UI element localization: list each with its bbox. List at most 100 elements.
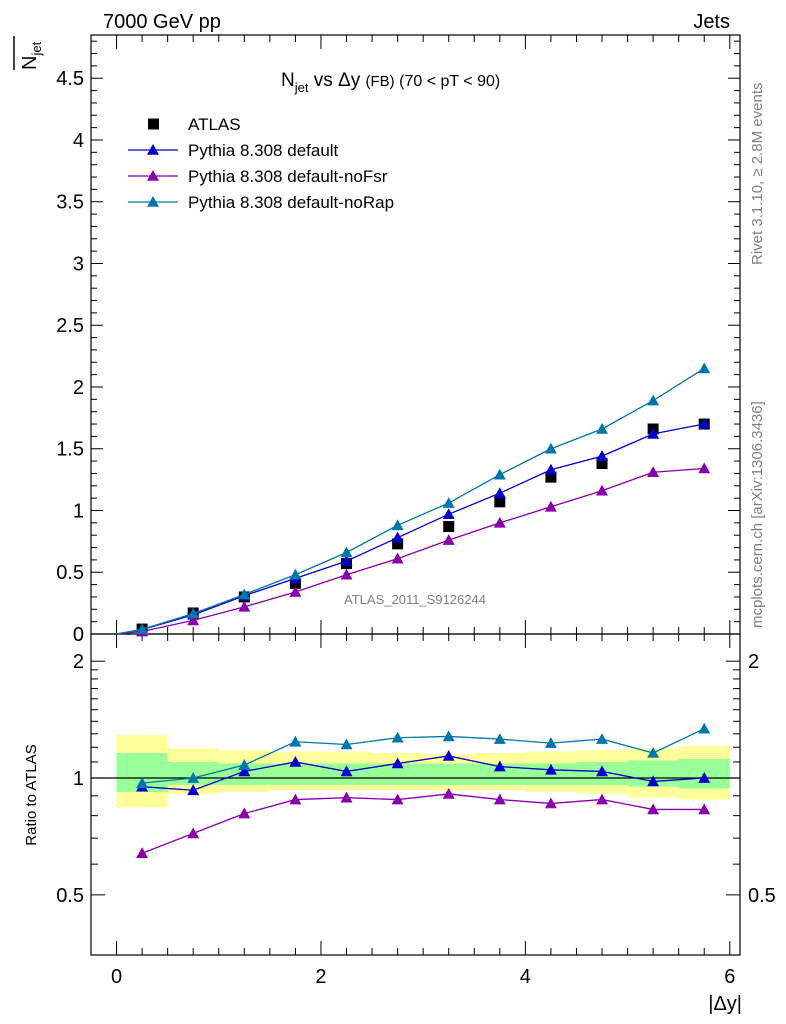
ylabel-main: N [19,56,41,70]
data-point [647,466,660,478]
header-process-label: Jets [693,11,730,33]
ratio-point [289,735,302,747]
ratio-point [136,777,149,788]
band-inner [269,763,321,785]
ratio-pythia-8-308-default-nofsr [136,787,711,859]
ratio-point [187,827,200,839]
data-point [647,427,660,439]
upper-ytick-label: 3 [73,253,84,275]
data-point [392,538,404,550]
ratio-point [647,747,660,758]
data-point [698,418,711,429]
lower-ytick-label-right: 2 [748,651,759,673]
data-point [340,568,353,580]
svg-text:Njet: Njet [19,41,44,70]
data-point [238,588,251,600]
ratio-point [340,738,353,750]
upper-ytick-label: 0 [73,624,84,646]
title-rest: vs Δy [308,70,365,91]
ratio-point [544,737,557,748]
upper-ytick-label: 2 [73,377,84,399]
xtick-label: 6 [724,966,735,988]
data-point [596,422,609,434]
ratio-point [340,791,353,803]
data-point [596,458,608,470]
data-point [596,484,609,496]
ratio-point [698,722,711,734]
ratio-line [142,728,705,784]
upper-series [116,362,711,637]
ratio-point [493,733,506,744]
title-range: (70 < pT < 90) [395,73,501,90]
chart-title: Njet vs Δy (FB) (70 < pT < 90) [281,70,500,95]
ratio-point [442,787,455,799]
data-point [391,519,404,531]
ratio-point [493,760,506,772]
legend-label: ATLAS [188,115,241,134]
lower-ytick-label: 0.5 [56,885,84,907]
title-small: (FB) [366,73,395,90]
upper-ytick-label: 2.5 [56,315,84,337]
ratio-line [142,755,705,791]
band-inner [474,763,526,785]
ratio-point [238,807,251,819]
xtick-label: 4 [520,966,531,988]
ratio-point [340,765,353,777]
data-point [698,362,711,374]
lower-frame [90,633,741,956]
ratio-point [187,784,200,796]
ratio-point [391,731,404,743]
rivet-label: Rivet 3.1.10, ≥ 2.8M events [749,83,766,266]
ratio-point [289,755,302,767]
analysis-watermark: ATLAS_2011_S9126244 [344,592,486,607]
legend: ATLAS Pythia 8.308 default Pythia 8.308 de… [128,115,394,212]
ratio-point [596,765,609,777]
upper-ytick-label: 4 [73,130,84,152]
ratio-point [647,803,660,815]
header-energy-label: 7000 GeV pp [103,11,221,33]
legend-entry: Pythia 8.308 default-noFsr [128,167,388,186]
data-point [391,531,404,543]
data-point [340,555,353,566]
ratio-point [187,772,200,783]
legend-label: Pythia 8.308 default [188,141,339,160]
band-inner [423,763,475,785]
data-point [238,600,251,612]
data-point [544,442,557,454]
ratio-point [238,759,251,770]
data-point [493,487,506,499]
ratio-point [596,793,609,805]
data-point [494,496,506,508]
band-inner [372,763,424,785]
ratio-point [289,793,302,805]
data-point [289,577,301,589]
lower-axes: 0.5 1 2 0.5 2 0 2 4 6 [56,633,776,988]
mcplots-label: mcplots.cern.ch [arXiv:1306.3436] [749,401,766,628]
ratio-point [391,793,404,805]
ratio-point [698,803,711,815]
ratio-point [493,793,506,805]
data-point [493,516,506,528]
xtick-label: 2 [315,966,326,988]
ylabel-sub: jet [29,41,44,56]
lower-ytick-label-right: 0.5 [748,885,776,907]
data-point [340,546,353,558]
series-pythia-8-308-default-norap [116,362,711,635]
ratio-point [391,757,404,769]
ratio-pythia-8-308-default-norap [136,722,711,788]
ratio-point [544,797,557,809]
lower-ytick-label: 1 [73,768,84,790]
upper-ytick-label: 4.5 [56,68,84,90]
ratio-point [442,730,455,742]
upper-ytick-label: 1 [73,500,84,522]
ratio-line [141,793,705,854]
lower-ytick-label: 2 [73,651,84,673]
data-point [443,521,455,533]
ratio-point [647,775,660,787]
upper-axes: 0 0.5 1 1.5 2 2.5 3 3.5 4 4.5 [56,34,741,646]
legend-entry: ATLAS [148,115,241,134]
data-point [647,394,660,406]
legend-entry: Pythia 8.308 default-noRap [128,193,394,212]
legend-marker [147,170,159,181]
